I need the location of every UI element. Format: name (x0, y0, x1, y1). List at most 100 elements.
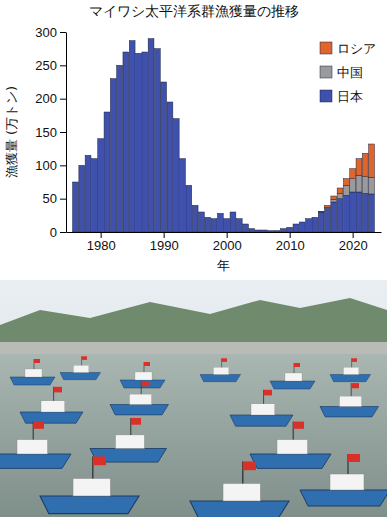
y-tick: 250 (35, 58, 66, 73)
x-tick-label: 1980 (87, 238, 116, 253)
boat (40, 456, 139, 513)
bar (148, 39, 154, 232)
x-tick-label: 2010 (276, 238, 305, 253)
bar (356, 192, 362, 232)
bar (255, 230, 261, 232)
y-tick: 100 (35, 158, 66, 173)
legend-item: ロシア (320, 41, 376, 56)
bar (312, 217, 318, 232)
bar (331, 199, 337, 202)
x-tick: 2000 (213, 232, 242, 253)
bar (331, 196, 337, 199)
x-axis-title: 年 (217, 258, 230, 273)
bar (224, 219, 230, 232)
legend: ロシア中国日本 (320, 41, 376, 104)
x-tick-label: 2020 (339, 238, 368, 253)
bar (85, 155, 91, 232)
bar (299, 222, 305, 232)
bar (350, 169, 356, 179)
x-axis-line (67, 232, 382, 233)
bar (192, 205, 198, 232)
x-axis: 1980 1990 2000 2010 2020 (67, 232, 382, 253)
y-tick-label: 150 (35, 125, 57, 140)
bar (167, 102, 173, 232)
y-tick-label: 300 (35, 25, 57, 40)
y-tick: 200 (35, 91, 66, 106)
bar (79, 165, 85, 232)
legend-label: 中国 (337, 65, 363, 80)
x-tick: 2010 (276, 232, 305, 253)
bar (337, 193, 343, 198)
y-axis-title: 漁獲量 (万トン) (4, 86, 19, 178)
bar (236, 219, 242, 232)
bar (293, 224, 299, 232)
bar (343, 185, 349, 195)
x-tick-mark (227, 232, 228, 238)
y-tick-mark (60, 32, 66, 33)
bar (325, 209, 331, 232)
legend-label: ロシア (337, 41, 376, 56)
x-tick: 1980 (87, 232, 116, 253)
bar (369, 144, 375, 177)
bar (199, 212, 205, 232)
boat (250, 422, 331, 469)
x-tick: 2020 (339, 232, 368, 253)
y-tick-label: 50 (43, 191, 57, 206)
bar (186, 185, 192, 232)
y-tick: 150 (35, 125, 66, 140)
bar (205, 217, 211, 232)
bar (129, 41, 135, 232)
x-tick-mark (164, 232, 165, 238)
bar (318, 212, 324, 232)
town (0, 342, 387, 356)
bar (287, 227, 293, 232)
bar (104, 112, 110, 232)
chart: マイワシ太平洋系群漁獲量の推移 0 50 100 150 200 250 300 1980 199… (0, 0, 387, 280)
bar (98, 139, 104, 232)
bar (161, 82, 167, 232)
bar (306, 219, 312, 232)
y-tick-mark (60, 132, 66, 133)
bar (318, 211, 324, 213)
title: マイワシ太平洋系群漁獲量の推移 (89, 3, 299, 19)
bar (217, 213, 223, 232)
bar (331, 202, 337, 232)
y-tick-label: 250 (35, 58, 57, 73)
bar (343, 179, 349, 186)
boat (230, 390, 293, 426)
bar (154, 49, 160, 232)
x-tick-mark (290, 232, 291, 238)
y-axis: 0 50 100 150 200 250 300 (35, 25, 66, 240)
bar (325, 205, 331, 207)
bar (136, 53, 142, 232)
legend-swatch (320, 66, 332, 78)
y-tick-mark (60, 232, 66, 233)
y-tick: 0 (50, 225, 66, 240)
hills (0, 298, 387, 355)
boat (300, 454, 387, 506)
legend-label: 日本 (337, 89, 363, 104)
boat (90, 418, 167, 462)
boat (330, 358, 371, 381)
x-tick-label: 1990 (150, 238, 179, 253)
bar (180, 159, 186, 232)
boat (200, 358, 241, 381)
y-tick-mark (60, 199, 66, 200)
y-tick-mark (60, 99, 66, 100)
bar (274, 231, 280, 232)
bar (173, 119, 179, 232)
x-tick-label: 2000 (213, 238, 242, 253)
bar (249, 229, 255, 232)
y-tick-mark (60, 65, 66, 66)
y-tick-label: 100 (35, 158, 57, 173)
y-tick-mark (60, 165, 66, 166)
sky (0, 280, 387, 517)
bar (243, 224, 249, 232)
bars (73, 39, 375, 232)
bar (91, 159, 97, 232)
legend-swatch (320, 42, 332, 54)
legend-swatch (320, 90, 332, 102)
y-axis-line (66, 33, 67, 233)
bar (362, 177, 368, 194)
bar (337, 199, 343, 232)
